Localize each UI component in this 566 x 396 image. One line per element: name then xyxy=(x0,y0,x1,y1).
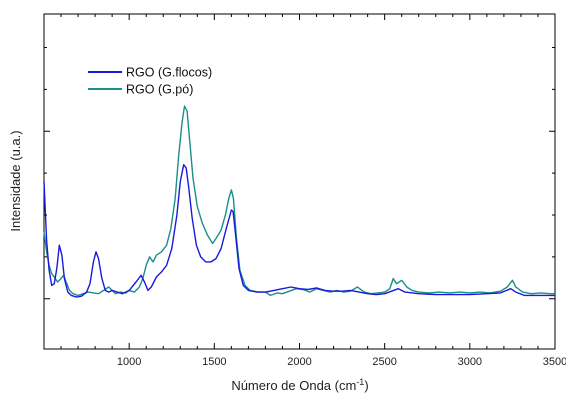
x-axis-top-ticks xyxy=(43,14,556,20)
x-axis-label-superscript: -1 xyxy=(356,377,364,387)
y-axis-ticks xyxy=(44,47,555,300)
y-axis-label: Intensidade (u.a.) xyxy=(8,130,23,231)
x-tick-label: 2500 xyxy=(372,356,396,368)
legend: RGO (G.flocos) RGO (G.pó) xyxy=(88,66,212,97)
x-tick-label: 2000 xyxy=(287,356,311,368)
legend-label-rgo-g-po: RGO (G.pó) xyxy=(126,83,193,97)
x-tick-label: 1000 xyxy=(117,356,141,368)
series-layer xyxy=(43,105,555,298)
series-line-rgo-g-po xyxy=(43,105,555,297)
x-axis-label: Número de Onda (cm-1) xyxy=(231,377,368,393)
x-tick-label: 1500 xyxy=(202,356,226,368)
x-tick-label: 3000 xyxy=(458,356,482,368)
x-tick-label: 3500 xyxy=(543,356,566,368)
x-axis-label-suffix: ) xyxy=(364,378,368,393)
x-axis-ticks: 1000 1500 2000 2500 3000 3500 xyxy=(43,343,566,368)
legend-label-rgo-g-flocos: RGO (G.flocos) xyxy=(126,66,212,80)
series-line-rgo-g-flocos xyxy=(43,164,555,298)
x-axis-label-main: Número de Onda (cm xyxy=(231,378,356,393)
